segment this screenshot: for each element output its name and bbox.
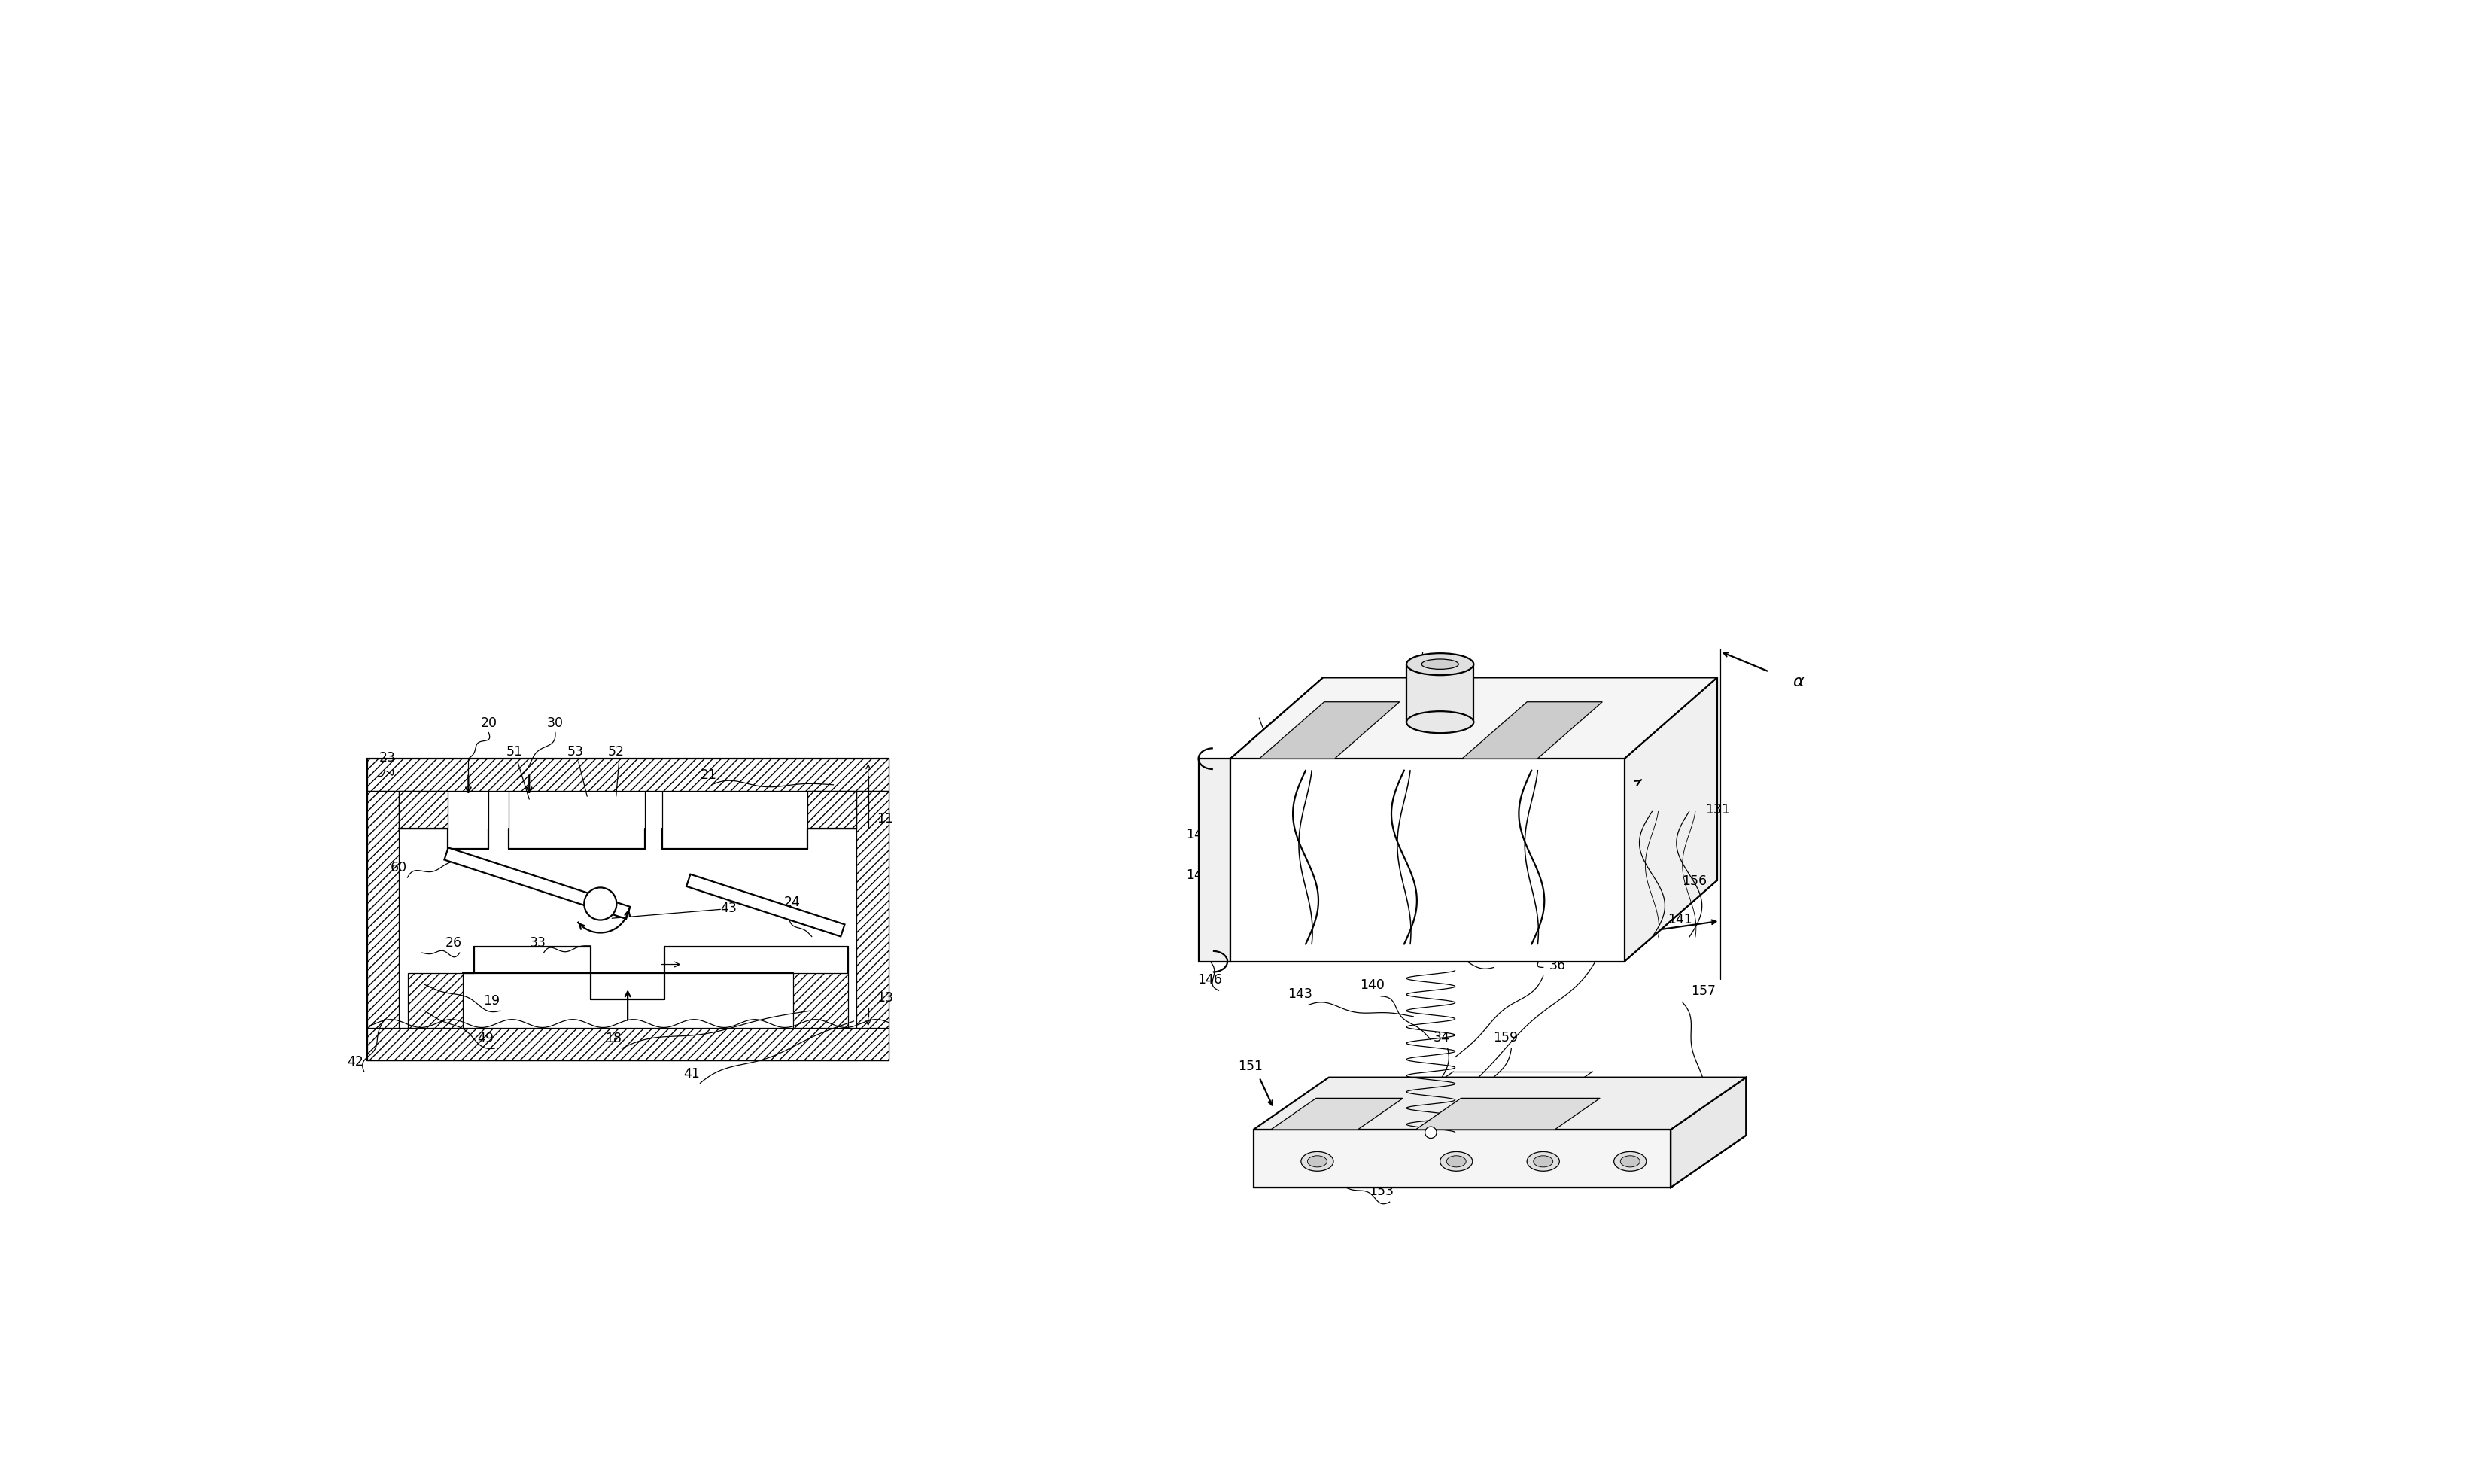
- Polygon shape: [1230, 758, 1625, 962]
- Polygon shape: [1407, 665, 1474, 723]
- Text: 60: 60: [390, 861, 407, 874]
- Ellipse shape: [1407, 653, 1474, 675]
- Text: 23: 23: [378, 751, 395, 764]
- Polygon shape: [444, 847, 630, 919]
- Text: 21: 21: [701, 769, 716, 782]
- Text: 145: 145: [1476, 950, 1501, 963]
- Text: 19: 19: [484, 994, 499, 1008]
- Ellipse shape: [1615, 1152, 1647, 1171]
- Text: 52: 52: [607, 745, 625, 758]
- Ellipse shape: [1422, 659, 1459, 669]
- Text: 149: 149: [1407, 709, 1432, 723]
- Text: 124: 124: [1267, 752, 1291, 766]
- Polygon shape: [857, 791, 889, 1028]
- Text: 33: 33: [1600, 944, 1617, 957]
- Text: 143: 143: [1286, 987, 1311, 1000]
- Text: 155: 155: [1511, 1135, 1536, 1149]
- Text: 147: 147: [1548, 950, 1573, 963]
- Text: 159: 159: [1494, 1031, 1518, 1045]
- Text: 150: 150: [1407, 1135, 1432, 1149]
- Text: 146: 146: [1197, 974, 1222, 987]
- Polygon shape: [368, 791, 400, 1028]
- Ellipse shape: [1620, 1156, 1639, 1166]
- Text: $\alpha$: $\alpha$: [1792, 674, 1805, 689]
- Polygon shape: [1230, 880, 1716, 962]
- Polygon shape: [1230, 678, 1323, 962]
- Text: 11: 11: [876, 812, 894, 825]
- Polygon shape: [1254, 1135, 1746, 1187]
- Polygon shape: [686, 874, 844, 936]
- Text: 156: 156: [1681, 874, 1706, 887]
- Polygon shape: [1259, 702, 1400, 758]
- Text: 24: 24: [785, 896, 800, 910]
- Ellipse shape: [1533, 1156, 1553, 1166]
- Ellipse shape: [1439, 1152, 1472, 1171]
- Text: 142: 142: [1185, 828, 1210, 841]
- Text: 18: 18: [605, 1031, 622, 1046]
- Text: 20: 20: [481, 717, 496, 730]
- Text: 153: 153: [1368, 1184, 1393, 1198]
- Polygon shape: [1197, 758, 1230, 962]
- Text: 140: 140: [1360, 978, 1385, 993]
- Ellipse shape: [1407, 711, 1474, 733]
- Text: 144: 144: [1185, 868, 1210, 881]
- Text: 160: 160: [1331, 733, 1355, 746]
- Circle shape: [585, 887, 617, 920]
- Circle shape: [1425, 1126, 1437, 1138]
- Text: 157: 157: [1691, 984, 1716, 999]
- Polygon shape: [1625, 678, 1716, 962]
- Polygon shape: [1323, 678, 1716, 880]
- Polygon shape: [1254, 1077, 1746, 1129]
- Text: 53: 53: [568, 745, 583, 758]
- Text: 36: 36: [1548, 959, 1565, 972]
- Ellipse shape: [1309, 1156, 1326, 1166]
- Text: 131: 131: [1706, 803, 1731, 816]
- Text: 26: 26: [444, 936, 462, 950]
- Text: 151: 151: [1237, 1060, 1264, 1073]
- Polygon shape: [1672, 1077, 1746, 1187]
- Polygon shape: [368, 758, 889, 1060]
- Ellipse shape: [1301, 1152, 1333, 1171]
- Ellipse shape: [1526, 1152, 1560, 1171]
- Polygon shape: [368, 758, 889, 791]
- Text: 13: 13: [876, 991, 894, 1005]
- Polygon shape: [400, 791, 447, 828]
- Polygon shape: [807, 791, 857, 828]
- Ellipse shape: [1447, 1156, 1467, 1166]
- Polygon shape: [1462, 702, 1602, 758]
- Text: 43: 43: [721, 902, 736, 916]
- Text: 148: 148: [1476, 718, 1501, 732]
- Text: 49: 49: [477, 1031, 494, 1046]
- Polygon shape: [793, 974, 847, 1028]
- Polygon shape: [1272, 1098, 1402, 1129]
- Polygon shape: [407, 974, 462, 1028]
- Text: 41: 41: [684, 1067, 699, 1080]
- Text: 30: 30: [548, 717, 563, 730]
- Text: 42: 42: [348, 1055, 363, 1068]
- Text: 51: 51: [506, 745, 523, 758]
- Text: 33: 33: [531, 936, 546, 950]
- Polygon shape: [1415, 1098, 1600, 1129]
- Text: 126: 126: [1585, 709, 1610, 723]
- Text: 34: 34: [1434, 1031, 1449, 1045]
- Polygon shape: [1230, 678, 1716, 758]
- Text: 141: 141: [1667, 913, 1694, 926]
- Polygon shape: [1254, 1129, 1672, 1187]
- Polygon shape: [368, 1028, 889, 1060]
